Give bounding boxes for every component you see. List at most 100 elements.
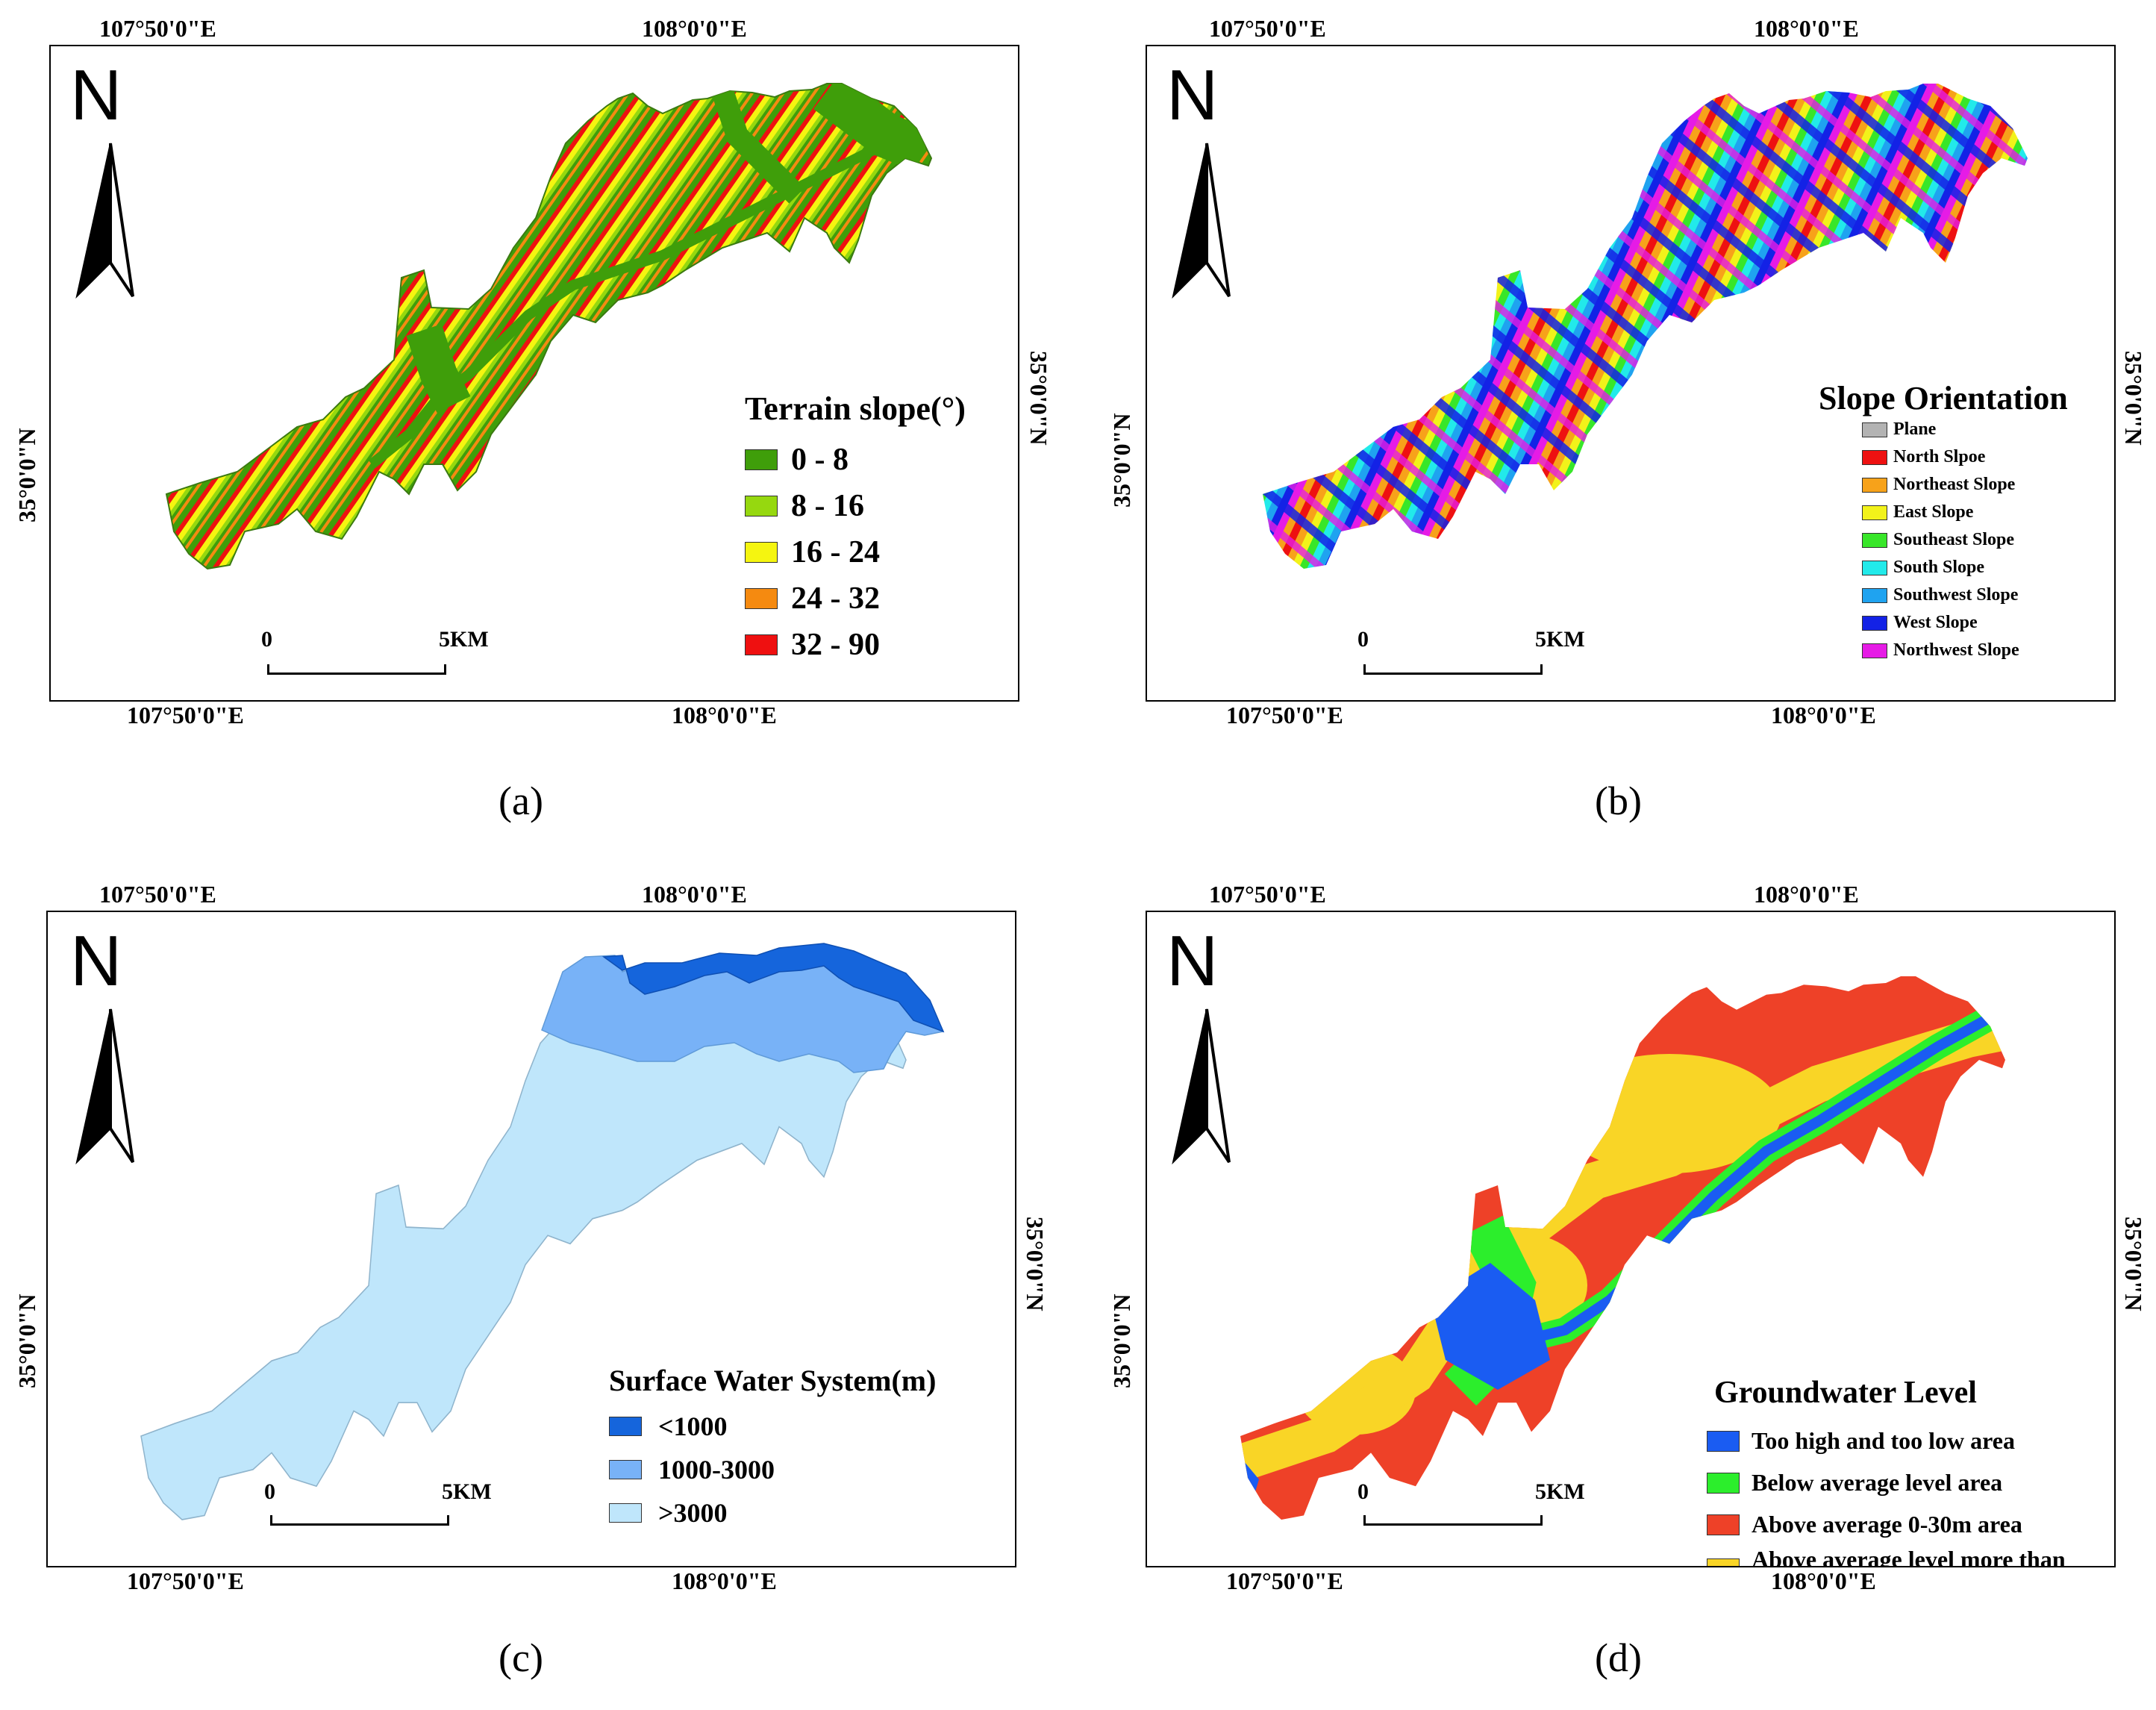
map-frame-d: N 0 5KM Groundwater Level Too high and t… — [1146, 911, 2116, 1567]
legend-label: Above average level more than 30m — [1752, 1546, 2066, 1567]
legend-item: Too high and too low area — [1707, 1427, 2015, 1455]
legend-label: Southwest Slope — [1893, 585, 2019, 605]
scale-bar — [270, 1515, 449, 1526]
lat-label-right: 35°0'0"N — [2120, 351, 2147, 446]
legend-label: South Slope — [1893, 558, 1985, 577]
lon-label-bottom-left: 107°50'0"E — [127, 702, 244, 728]
legend-swatch — [1862, 422, 1887, 437]
legend-title-c: Surface Water System(m) — [609, 1364, 937, 1397]
legend-item: 32 - 90 — [745, 627, 880, 663]
legend-swatch — [1707, 1472, 1740, 1494]
legend-label: Southeast Slope — [1893, 530, 2015, 549]
lat-label-left: 35°0'0"N — [1108, 1294, 1135, 1388]
legend-item: Southwest Slope — [1862, 585, 2018, 605]
legend-swatch — [745, 542, 778, 563]
lon-label-bottom-right: 108°0'0"E — [1771, 1567, 1876, 1594]
legend-item: 1000-3000 — [609, 1454, 775, 1485]
panel-a: 107°50'0"E 108°0'0"E N — [0, 0, 1078, 851]
legend-label: 8 - 16 — [791, 489, 864, 523]
legend-title-b: Slope Orientation — [1819, 380, 2068, 416]
lon-label-bottom-left: 107°50'0"E — [1226, 1567, 1343, 1594]
legend-item: >3000 — [609, 1497, 728, 1529]
legend-label: >3000 — [658, 1498, 728, 1528]
legend-label: Plane — [1893, 419, 1937, 439]
north-arrow-icon — [75, 143, 134, 299]
north-letter: N — [70, 921, 122, 1001]
map-a — [165, 83, 933, 570]
legend-swatch — [1862, 505, 1887, 520]
legend-label: East Slope — [1893, 502, 1974, 522]
legend-swatch — [609, 1460, 642, 1479]
legend-item: East Slope — [1862, 502, 1973, 522]
lat-label-left: 35°0'0"N — [13, 1294, 40, 1388]
lon-label-top-left: 107°50'0"E — [99, 15, 216, 42]
legend-swatch — [1862, 560, 1887, 575]
north-arrow-icon — [1172, 1008, 1231, 1165]
legend-item: 24 - 32 — [745, 581, 880, 617]
scale-zero-label: 0 — [264, 1479, 275, 1504]
lon-label-bottom-right: 108°0'0"E — [672, 1567, 777, 1594]
scale-bar — [1363, 1515, 1543, 1526]
panel-c: 107°50'0"E 108°0'0"E N 0 5KM Surface Wat… — [0, 866, 1078, 1710]
legend-label: Northwest Slope — [1893, 640, 2019, 660]
legend-swatch — [745, 588, 778, 609]
scale-end-label: 5KM — [439, 627, 489, 652]
legend-swatch — [1862, 477, 1887, 493]
legend-label: Above average 0-30m area — [1752, 1511, 2022, 1538]
lon-label-bottom-right: 108°0'0"E — [1771, 702, 1876, 728]
legend-item: 16 - 24 — [745, 534, 880, 570]
scale-bar — [267, 664, 446, 675]
legend-label: 1000-3000 — [658, 1455, 775, 1485]
legend-label: Below average level area — [1752, 1469, 2003, 1496]
legend-swatch — [1862, 449, 1887, 465]
legend-title-d: Groundwater Level — [1714, 1376, 1977, 1410]
legend-label: 24 - 32 — [791, 581, 880, 616]
map-frame-b: N 0 5KM Slope Orientation Plane North Sl… — [1146, 45, 2116, 702]
legend-title-a: Terrain slope(°) — [745, 390, 966, 427]
legend-swatch — [1707, 1558, 1740, 1566]
north-arrow-icon — [75, 1008, 134, 1165]
scale-zero-label: 0 — [261, 627, 272, 652]
legend-item: North Slpoe — [1862, 447, 1985, 467]
caption-a: (a) — [499, 778, 543, 823]
legend-label: North Slpoe — [1893, 447, 1986, 466]
lat-label-right: 35°0'0"N — [1025, 351, 1052, 446]
north-letter: N — [1166, 921, 1219, 1001]
lat-label-right: 35°0'0"N — [1022, 1217, 1049, 1311]
legend-label: Too high and too low area — [1752, 1427, 2015, 1454]
north-arrow-icon — [1172, 143, 1231, 299]
legend-label: <1000 — [658, 1411, 728, 1441]
lat-label-right: 35°0'0"N — [2120, 1217, 2147, 1311]
legend-item: South Slope — [1862, 558, 1984, 578]
legend-swatch — [745, 634, 778, 655]
legend-item: Above average level more than 30m — [1707, 1546, 2095, 1567]
map-frame-a: N 0 5KM Terrain slope(°) 0 - 8 8 - 16 16… — [49, 45, 1019, 702]
lon-label-bottom-left: 107°50'0"E — [127, 1567, 244, 1594]
lon-label-top-left: 107°50'0"E — [1209, 15, 1326, 42]
lat-label-left: 35°0'0"N — [1108, 413, 1135, 508]
legend-item: West Slope — [1862, 613, 1978, 633]
lon-label-bottom-left: 107°50'0"E — [1226, 702, 1343, 728]
scale-zero-label: 0 — [1357, 627, 1369, 652]
caption-d: (d) — [1595, 1635, 1642, 1680]
legend-label: Northeast Slope — [1893, 475, 2016, 494]
legend-swatch — [609, 1503, 642, 1523]
lon-label-top-left: 107°50'0"E — [1209, 881, 1326, 908]
map-c — [140, 943, 945, 1520]
legend-item: Below average level area — [1707, 1469, 2002, 1497]
map-d — [1240, 976, 2005, 1520]
legend-swatch — [745, 449, 778, 470]
legend-label: 0 - 8 — [791, 443, 849, 477]
panel-b: 107°50'0"E 108°0'0"E — [1078, 0, 2156, 851]
scale-bar — [1363, 664, 1543, 675]
legend-swatch — [1707, 1430, 1740, 1452]
legend-swatch — [1862, 532, 1887, 548]
map-b — [1263, 84, 2028, 569]
legend-swatch — [1862, 615, 1887, 631]
panel-d: 107°50'0"E 108°0'0"E N — [1078, 866, 2156, 1710]
legend-item: 0 - 8 — [745, 442, 849, 478]
legend-swatch — [1862, 587, 1887, 603]
legend-item: <1000 — [609, 1411, 728, 1442]
lon-label-top-right: 108°0'0"E — [642, 15, 747, 42]
legend-swatch — [1862, 643, 1887, 658]
